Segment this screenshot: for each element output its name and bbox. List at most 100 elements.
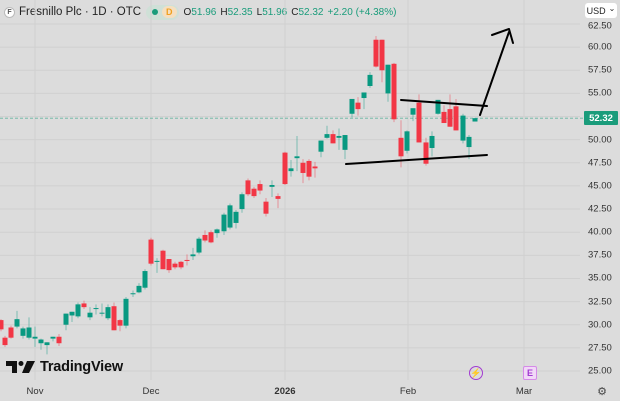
candle-body [239,194,245,210]
candle-body [184,259,190,261]
trendline-upper [400,99,488,107]
market-open-dot-icon [152,9,159,15]
candle-body [404,131,410,151]
candle-body [312,166,318,169]
symbol-legend: F Fresnillo Plc · 1D · OTC D O51.96 H52.… [4,4,400,20]
ohlc-low: L51.96 [256,6,288,18]
price-tick-label: 27.50 [588,342,612,354]
candle-body [367,74,373,86]
candle-body [81,303,87,308]
candle-body [429,135,435,148]
candle-body [26,327,32,338]
candle-body [0,320,4,330]
price-tick-label: 25.00 [588,365,612,377]
ohlc-open: O51.96 [183,6,217,18]
candle-body [324,134,330,138]
chevron-down-icon: ⌄ [608,4,616,13]
candle-body [306,160,312,177]
tradingview-wordmark: TradingView [40,359,123,375]
candle-body [288,168,294,172]
price-tick-label: 42.50 [588,203,612,215]
candle-body [269,185,275,187]
candle-body [160,250,166,270]
candle-body [172,263,178,268]
candle-body [136,285,142,293]
time-tick-label: 2026 [274,386,296,397]
candle-body [398,137,404,157]
dividend-event-icon[interactable]: ⚡ [469,366,483,380]
candle-body [342,135,348,150]
candle-body [460,115,466,141]
candle-body [8,327,14,338]
candle-body [257,184,263,191]
symbol-logo-icon: F [4,6,15,18]
candle-body [63,313,69,325]
currency-selector[interactable]: USD ⌄ [585,3,617,18]
price-tick-label: 62.50 [588,20,612,32]
candle-body [87,312,93,318]
candle-body [221,214,227,232]
ohlc-high: H52.35 [220,6,253,18]
candle-body [251,188,257,197]
symbol-title[interactable]: Fresnillo Plc · 1D · OTC [19,6,142,18]
candle-body [2,337,8,346]
candle-body [142,271,148,288]
price-tick-label: 57.50 [588,64,612,76]
candle-body [202,234,208,241]
candle-body [416,102,422,143]
candle-body [75,304,81,317]
candle-body [282,152,288,185]
price-change: +2.20 (+4.38%) [327,6,397,18]
ohlc-close: C52.32 [291,6,324,18]
market-status[interactable]: D [146,4,179,20]
price-tick-label: 55.00 [588,87,612,99]
price-tick-label: 30.00 [588,319,612,331]
tradingview-watermark[interactable]: TradingView [6,359,123,375]
candle-body [227,205,233,228]
candle-body [130,293,136,295]
candle-body [263,201,269,214]
price-tick-label: 45.00 [588,180,612,192]
candle-body [123,298,129,326]
candle-body [38,339,44,344]
candle-body [441,111,447,124]
currency-label: USD [586,5,606,16]
candle-body [373,39,379,67]
candle-body [14,319,20,327]
candle-body [148,239,154,264]
time-tick-label: Dec [142,386,160,397]
candle-body [466,136,472,148]
candle-body [294,156,300,159]
candle-body [99,312,105,314]
price-tick-label: 35.00 [588,272,612,284]
candle-body [447,109,453,127]
candle-body [336,135,342,138]
candle-body [56,336,62,344]
candle-body [410,108,416,115]
candle-body [178,261,184,268]
candle-body [385,64,391,94]
candle-body [355,102,361,110]
candle-body [349,98,355,114]
arrow-head [491,28,514,44]
candle-body [361,92,367,99]
candle-body [166,259,172,271]
candle-body [214,229,220,234]
tradingview-logo-icon [6,361,35,373]
breakout-arrow [479,31,510,116]
last-price-tag: 52.32 [584,111,618,125]
earnings-event-icon[interactable]: E [523,366,537,380]
candle-body [50,336,56,339]
time-tick-label: Feb [399,386,417,397]
candle-body [233,211,239,223]
candle-body [435,99,441,114]
chart-settings-gear-icon[interactable]: ⚙ [597,385,607,398]
candle-body [275,196,281,199]
candle-body [44,342,50,346]
candle-body [69,311,75,316]
candle-body [391,63,397,120]
candle-body [453,106,459,131]
candle-body [93,308,99,310]
candle-body [20,328,26,336]
